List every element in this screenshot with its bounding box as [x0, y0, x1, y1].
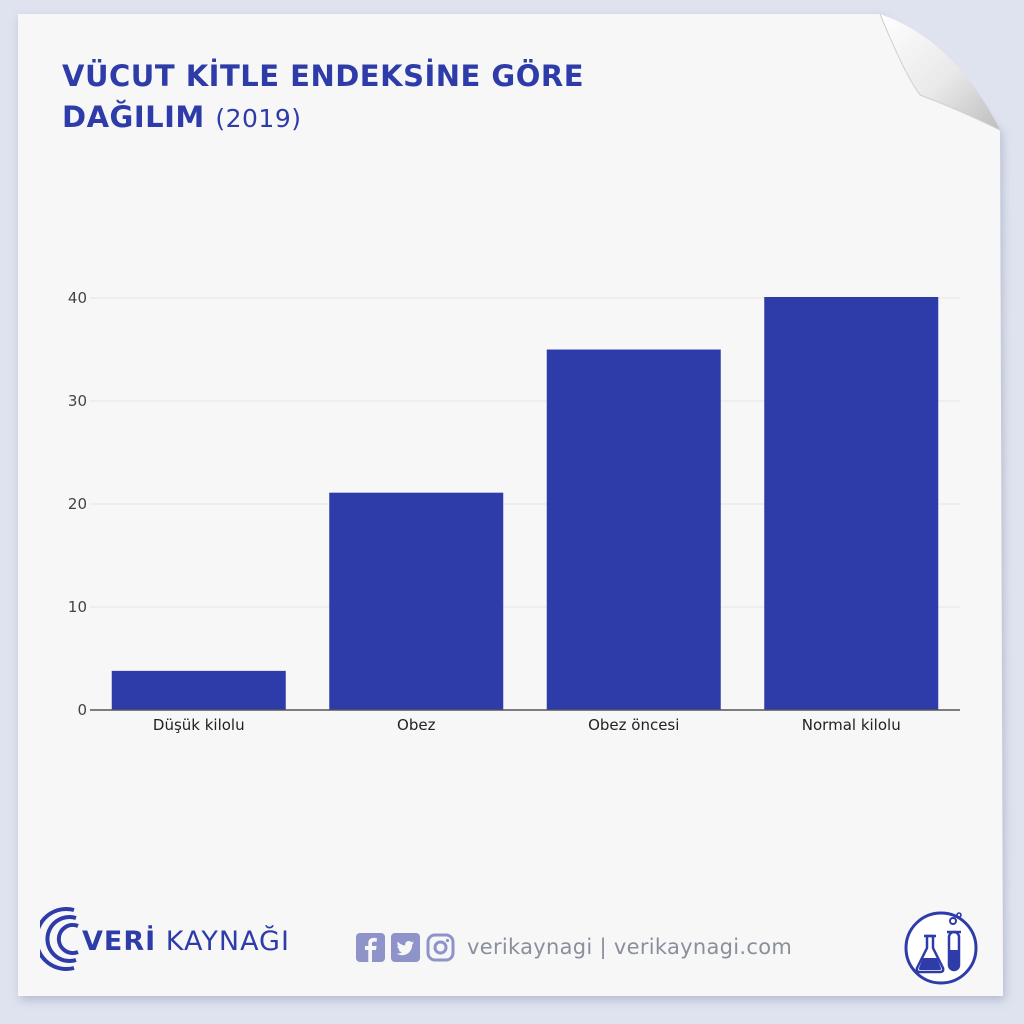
footer: VERİ KAYNAĞI verikaynagi | verikaynagi.c…: [0, 890, 1024, 990]
chart-bars: [111, 297, 939, 710]
x-axis-ticks: Düşük kilolu Obez Obez öncesi Normal kilolu: [153, 716, 901, 734]
facebook-icon[interactable]: [356, 932, 385, 962]
y-tick-label: 30: [68, 392, 87, 410]
title-line-2: DAĞILIM: [62, 100, 205, 134]
instagram-icon[interactable]: [426, 933, 455, 962]
x-tick-label: Düşük kilolu: [153, 716, 245, 734]
x-tick-label: Obez: [397, 716, 436, 734]
brand-logo: VERİ KAYNAĞI: [40, 902, 300, 972]
y-tick-label: 40: [68, 289, 87, 307]
y-tick-label: 20: [68, 495, 87, 513]
brand-name-bold: VERİ: [82, 926, 157, 957]
title-year: (2019): [215, 104, 302, 133]
social-handle-text: verikaynagi | verikaynagi.com: [467, 935, 793, 959]
lab-flask-icon: [904, 911, 978, 985]
social-links: verikaynagi | verikaynagi.com: [356, 930, 792, 964]
brand-name: VERİ KAYNAĞI: [82, 926, 290, 957]
x-tick-label: Obez öncesi: [588, 716, 679, 734]
bar: [546, 349, 721, 710]
bar: [329, 492, 504, 710]
bar: [111, 670, 286, 710]
brand-name-rest: KAYNAĞI: [156, 926, 290, 957]
y-axis-ticks: 0 10 20 30 40: [68, 289, 87, 719]
twitter-icon[interactable]: [391, 932, 420, 962]
bar: [764, 297, 939, 710]
y-tick-label: 0: [77, 701, 87, 719]
x-tick-label: Normal kilolu: [802, 716, 901, 734]
brand-wave-icon: [40, 907, 79, 971]
chart-title: VÜCUT KİTLE ENDEKSİNE GÖRE DAĞILIM (2019…: [62, 56, 584, 139]
y-tick-label: 10: [68, 598, 87, 616]
title-line-1: VÜCUT KİTLE ENDEKSİNE GÖRE: [62, 59, 585, 93]
